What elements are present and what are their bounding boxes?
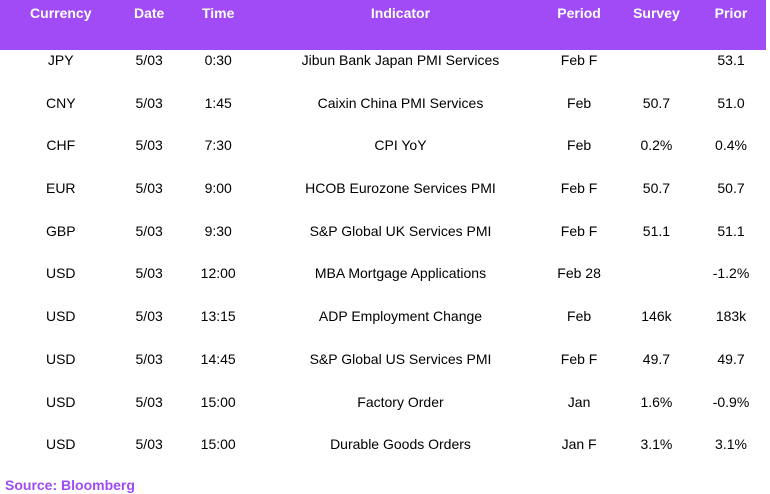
cell-indicator: S&P Global UK Services PMI <box>309 222 492 239</box>
header-date: Date <box>133 5 165 21</box>
cell-survey: 0.2% <box>640 137 673 154</box>
cell-currency: USD <box>45 436 76 453</box>
cell-time: 13:15 <box>200 308 236 325</box>
cell-survey: 3.1% <box>640 436 673 453</box>
cell-time: 1:45 <box>204 94 232 111</box>
cell-period: Feb <box>567 94 592 111</box>
header-time: Time <box>201 5 235 21</box>
cell-indicator: HCOB Eurozone Services PMI <box>305 180 496 197</box>
table-row: USD 5/03 13:15 ADP Employment Change Feb… <box>0 306 766 349</box>
cell-indicator: Factory Order <box>357 393 444 410</box>
cell-prior: 53.1 <box>717 52 745 68</box>
cell-prior: -1.2% <box>712 265 750 282</box>
cell-date: 5/03 <box>135 265 163 282</box>
cell-prior: 51.1 <box>717 222 745 239</box>
cell-currency: USD <box>45 265 76 282</box>
header-currency: Currency <box>30 5 92 21</box>
cell-currency: GBP <box>45 222 76 239</box>
header-indicator: Indicator <box>370 5 431 21</box>
table-row: JPY 5/03 0:30 Jibun Bank Japan PMI Servi… <box>0 50 766 93</box>
cell-date: 5/03 <box>135 436 163 453</box>
cell-prior: 49.7 <box>717 350 745 367</box>
cell-indicator: Jibun Bank Japan PMI Services <box>301 52 500 68</box>
cell-date: 5/03 <box>135 52 163 68</box>
cell-time: 12:00 <box>200 265 236 282</box>
cell-date: 5/03 <box>135 94 163 111</box>
cell-indicator: ADP Employment Change <box>318 308 483 325</box>
cell-time: 9:00 <box>204 180 232 197</box>
cell-survey <box>617 50 696 52</box>
cell-currency: USD <box>45 308 76 325</box>
cell-prior: 3.1% <box>715 436 747 453</box>
cell-time: 7:30 <box>204 137 232 154</box>
table-row: USD 5/03 14:45 S&P Global US Services PM… <box>0 349 766 392</box>
header-period: Period <box>557 5 601 21</box>
table-row: GBP 5/03 9:30 S&P Global UK Services PMI… <box>0 221 766 264</box>
cell-period: Feb F <box>560 350 598 367</box>
cell-date: 5/03 <box>135 222 163 239</box>
cell-indicator: Durable Goods Orders <box>330 436 471 453</box>
cell-prior: -0.9% <box>712 393 750 410</box>
table-row: EUR 5/03 9:00 HCOB Eurozone Services PMI… <box>0 178 766 221</box>
cell-period: Feb <box>567 137 592 154</box>
cell-survey: 1.6% <box>640 393 673 410</box>
cell-survey: 51.1 <box>642 222 671 239</box>
cell-period: Jan <box>567 393 591 410</box>
cell-prior: 51.0 <box>717 94 745 111</box>
cell-survey: 50.7 <box>642 180 671 197</box>
cell-time: 14:45 <box>200 350 236 367</box>
cell-date: 5/03 <box>135 137 163 154</box>
cell-currency: CNY <box>45 94 76 111</box>
cell-date: 5/03 <box>135 350 163 367</box>
cell-time: 9:30 <box>204 222 232 239</box>
cell-prior: 0.4% <box>715 137 747 154</box>
cell-period: Feb F <box>560 222 598 239</box>
header-prior: Prior <box>714 5 748 21</box>
economic-calendar-table: Currency Date Time Indicator Period Surv… <box>0 0 766 477</box>
cell-currency: EUR <box>45 180 76 197</box>
cell-currency: CHF <box>46 137 76 154</box>
cell-currency: USD <box>45 393 76 410</box>
source-note: Source: Bloomberg <box>5 477 135 493</box>
cell-prior: 50.7 <box>717 180 745 197</box>
cell-period: Feb <box>567 308 592 325</box>
cell-period: Feb 28 <box>557 265 601 282</box>
cell-time: 0:30 <box>204 52 232 68</box>
cell-survey: 50.7 <box>642 94 671 111</box>
cell-period: Feb F <box>560 180 598 197</box>
table-row: USD 5/03 15:00 Durable Goods Orders Jan … <box>0 434 766 477</box>
table-row: USD 5/03 12:00 MBA Mortgage Applications… <box>0 263 766 306</box>
table-row: CHF 5/03 7:30 CPI YoY Feb 0.2% 0.4% <box>0 135 766 178</box>
cell-indicator: Caixin China PMI Services <box>317 94 484 111</box>
cell-survey: 146k <box>641 308 672 325</box>
cell-date: 5/03 <box>135 393 163 410</box>
cell-indicator: CPI YoY <box>374 137 427 154</box>
header-survey: Survey <box>633 5 680 21</box>
cell-currency: USD <box>45 350 76 367</box>
cell-survey: 49.7 <box>642 350 671 367</box>
cell-indicator: S&P Global US Services PMI <box>309 350 492 367</box>
cell-indicator: MBA Mortgage Applications <box>314 265 487 282</box>
cell-survey <box>617 263 696 265</box>
table-header: Currency Date Time Indicator Period Surv… <box>0 0 766 50</box>
cell-date: 5/03 <box>135 180 163 197</box>
table-row: CNY 5/03 1:45 Caixin China PMI Services … <box>0 93 766 136</box>
cell-period: Jan F <box>561 436 597 453</box>
cell-currency: JPY <box>47 52 74 68</box>
cell-prior: 183k <box>715 308 747 325</box>
cell-time: 15:00 <box>200 393 236 410</box>
cell-period: Feb F <box>560 52 598 68</box>
cell-date: 5/03 <box>135 308 163 325</box>
table-row: USD 5/03 15:00 Factory Order Jan 1.6% -0… <box>0 392 766 435</box>
cell-time: 15:00 <box>200 436 236 453</box>
